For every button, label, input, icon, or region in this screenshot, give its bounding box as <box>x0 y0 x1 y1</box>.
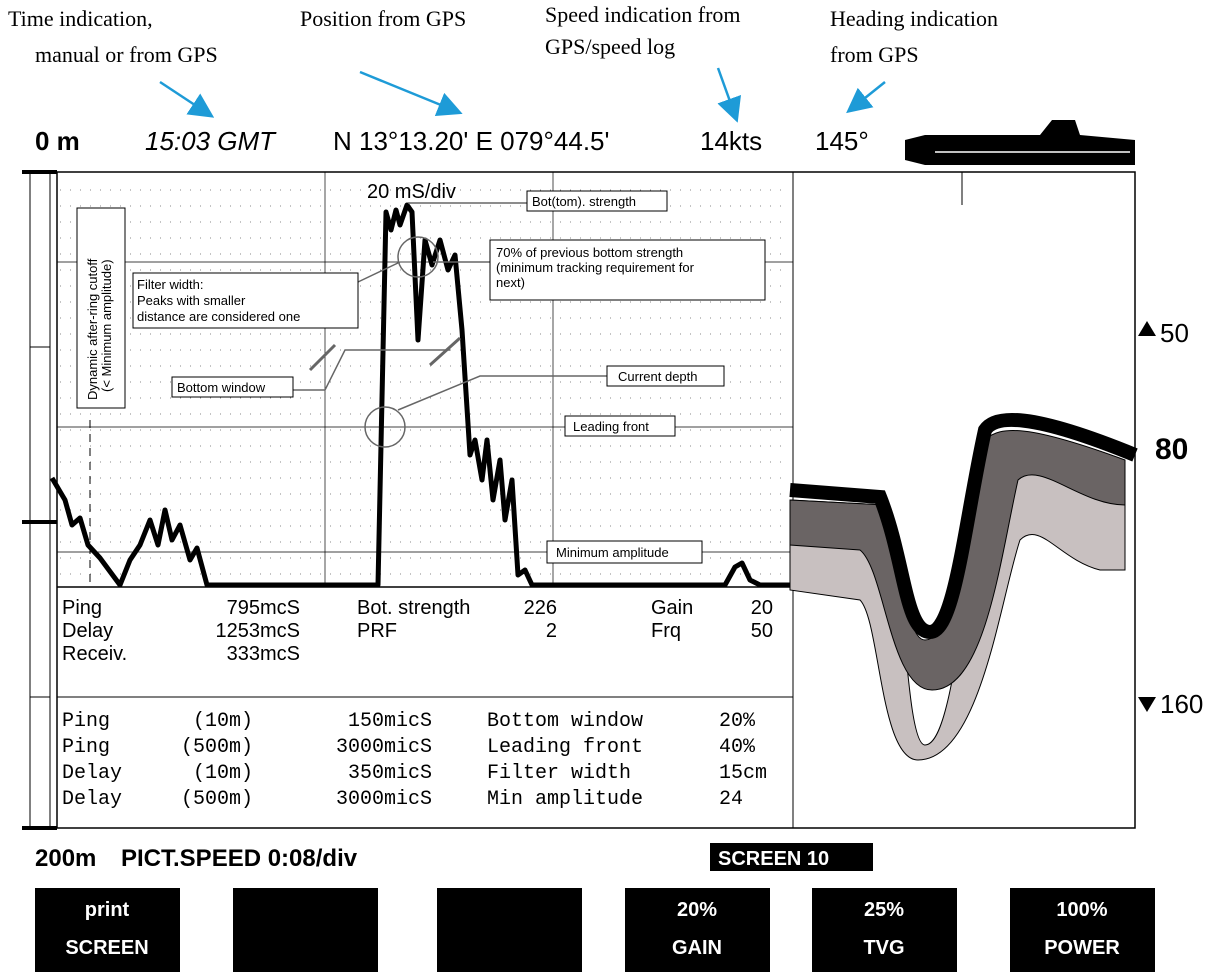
depth-bottom: 200m <box>35 845 96 872</box>
softkey-label[interactable]: GAIN <box>672 937 722 959</box>
readout: 20 <box>751 597 773 619</box>
readout: 2 <box>546 620 557 642</box>
readout: 1253mcS <box>216 620 301 642</box>
annotation: Speed indication from <box>545 2 741 27</box>
setting: 350micS <box>348 762 432 785</box>
screen-badge <box>710 843 873 871</box>
setting: (10m) <box>193 710 253 733</box>
setting: Bottom window <box>487 710 643 733</box>
readout: Receiv. <box>62 643 127 665</box>
vessel-icon <box>905 120 1135 165</box>
speed: 14kts <box>700 126 762 156</box>
annotation: Heading indication <box>830 6 998 31</box>
setting: 40% <box>719 736 756 759</box>
label: 70% of previous bottom strength <box>496 245 683 260</box>
label: distance are considered one <box>137 309 300 324</box>
softkey[interactable] <box>625 888 770 972</box>
annotation: manual or from GPS <box>35 42 218 67</box>
setting: Leading front <box>487 736 643 759</box>
softkey-label[interactable]: 100% <box>1056 899 1107 921</box>
picture-speed: PICT.SPEED 0:08/div <box>121 845 358 872</box>
setting: Min amplitude <box>487 788 643 811</box>
softkey-label[interactable]: TVG <box>863 937 904 959</box>
setting: Filter width <box>487 762 631 785</box>
readout: 795mcS <box>227 597 300 619</box>
setting: 3000micS <box>336 736 432 759</box>
annotation: Position from GPS <box>300 6 466 31</box>
setting: Ping <box>62 736 110 759</box>
label: next) <box>496 275 525 290</box>
annotation: GPS/speed log <box>545 34 675 59</box>
readout: 333mcS <box>227 643 300 665</box>
softkey[interactable] <box>812 888 957 972</box>
setting: 20% <box>719 710 756 733</box>
softkeys: print SCREEN 20% GAIN 25% TVG 100% POWER <box>35 888 1155 972</box>
softkey-label[interactable]: 25% <box>864 899 904 921</box>
softkey <box>233 888 378 972</box>
label: Filter width: <box>137 277 203 292</box>
setting: 3000micS <box>336 788 432 811</box>
heading: 145° <box>815 126 869 156</box>
annotation: Time indication, <box>8 6 153 31</box>
label: Current depth <box>618 369 698 384</box>
softkey <box>437 888 582 972</box>
readout: Frq <box>651 620 681 642</box>
readouts: Ping 795mcS Bot. strength 226 Gain 20 Delay 125… <box>62 597 773 665</box>
callout-arrows <box>159 67 886 123</box>
readout: 226 <box>524 597 557 619</box>
scale-label: 20 mS/div <box>367 181 456 203</box>
depth-top: 0 m <box>35 126 80 156</box>
setting: (10m) <box>193 762 253 785</box>
softkey[interactable] <box>1010 888 1155 972</box>
readout: Ping <box>62 597 102 619</box>
depth-lower: 160 <box>1160 689 1203 719</box>
softkey-label[interactable]: POWER <box>1044 937 1120 959</box>
position: N 13°13.20' E 079°44.5' <box>333 126 609 156</box>
setting: 15cm <box>719 762 767 785</box>
settings: Ping (10m) 150micS Bottom window 20% Ping (500… <box>62 710 767 811</box>
annotation: from GPS <box>830 42 919 67</box>
setting: 150micS <box>348 710 432 733</box>
setting: (500m) <box>181 736 253 759</box>
readout: 50 <box>751 620 773 642</box>
label: (< Minimum amplitude) <box>99 259 114 392</box>
setting: Delay <box>62 762 122 785</box>
echogram: 50 80 160 <box>789 318 1203 761</box>
scope-callouts <box>293 202 607 448</box>
depth-current: 80 <box>1155 433 1188 466</box>
echo-trace <box>49 202 793 588</box>
setting: 24 <box>719 788 743 811</box>
time: 15:03 GMT <box>145 126 277 156</box>
setting: (500m) <box>181 788 253 811</box>
readout: Bot. strength <box>357 597 470 619</box>
scope-labels: 20 mS/div Bot(tom). strength 70% of prev… <box>76 181 766 564</box>
setting: Delay <box>62 788 122 811</box>
softkey-label[interactable]: print <box>85 899 130 921</box>
softkey-label[interactable]: 20% <box>677 899 717 921</box>
label: (minimum tracking requirement for <box>496 260 695 275</box>
readout: PRF <box>357 620 397 642</box>
label: Bot(tom). strength <box>532 194 636 209</box>
softkey[interactable] <box>35 888 180 972</box>
depth-upper: 50 <box>1160 318 1189 348</box>
label: Dynamic after-ring cutoff <box>85 258 100 400</box>
label: Leading front <box>573 419 649 434</box>
readout: Delay <box>62 620 113 642</box>
readout: Gain <box>651 597 693 619</box>
label: Bottom window <box>177 380 266 395</box>
label: Minimum amplitude <box>556 545 669 560</box>
softkey-label[interactable]: SCREEN <box>65 937 148 959</box>
setting: Ping <box>62 710 110 733</box>
screen-id: SCREEN 10 <box>718 848 829 870</box>
label: Peaks with smaller <box>137 293 246 308</box>
